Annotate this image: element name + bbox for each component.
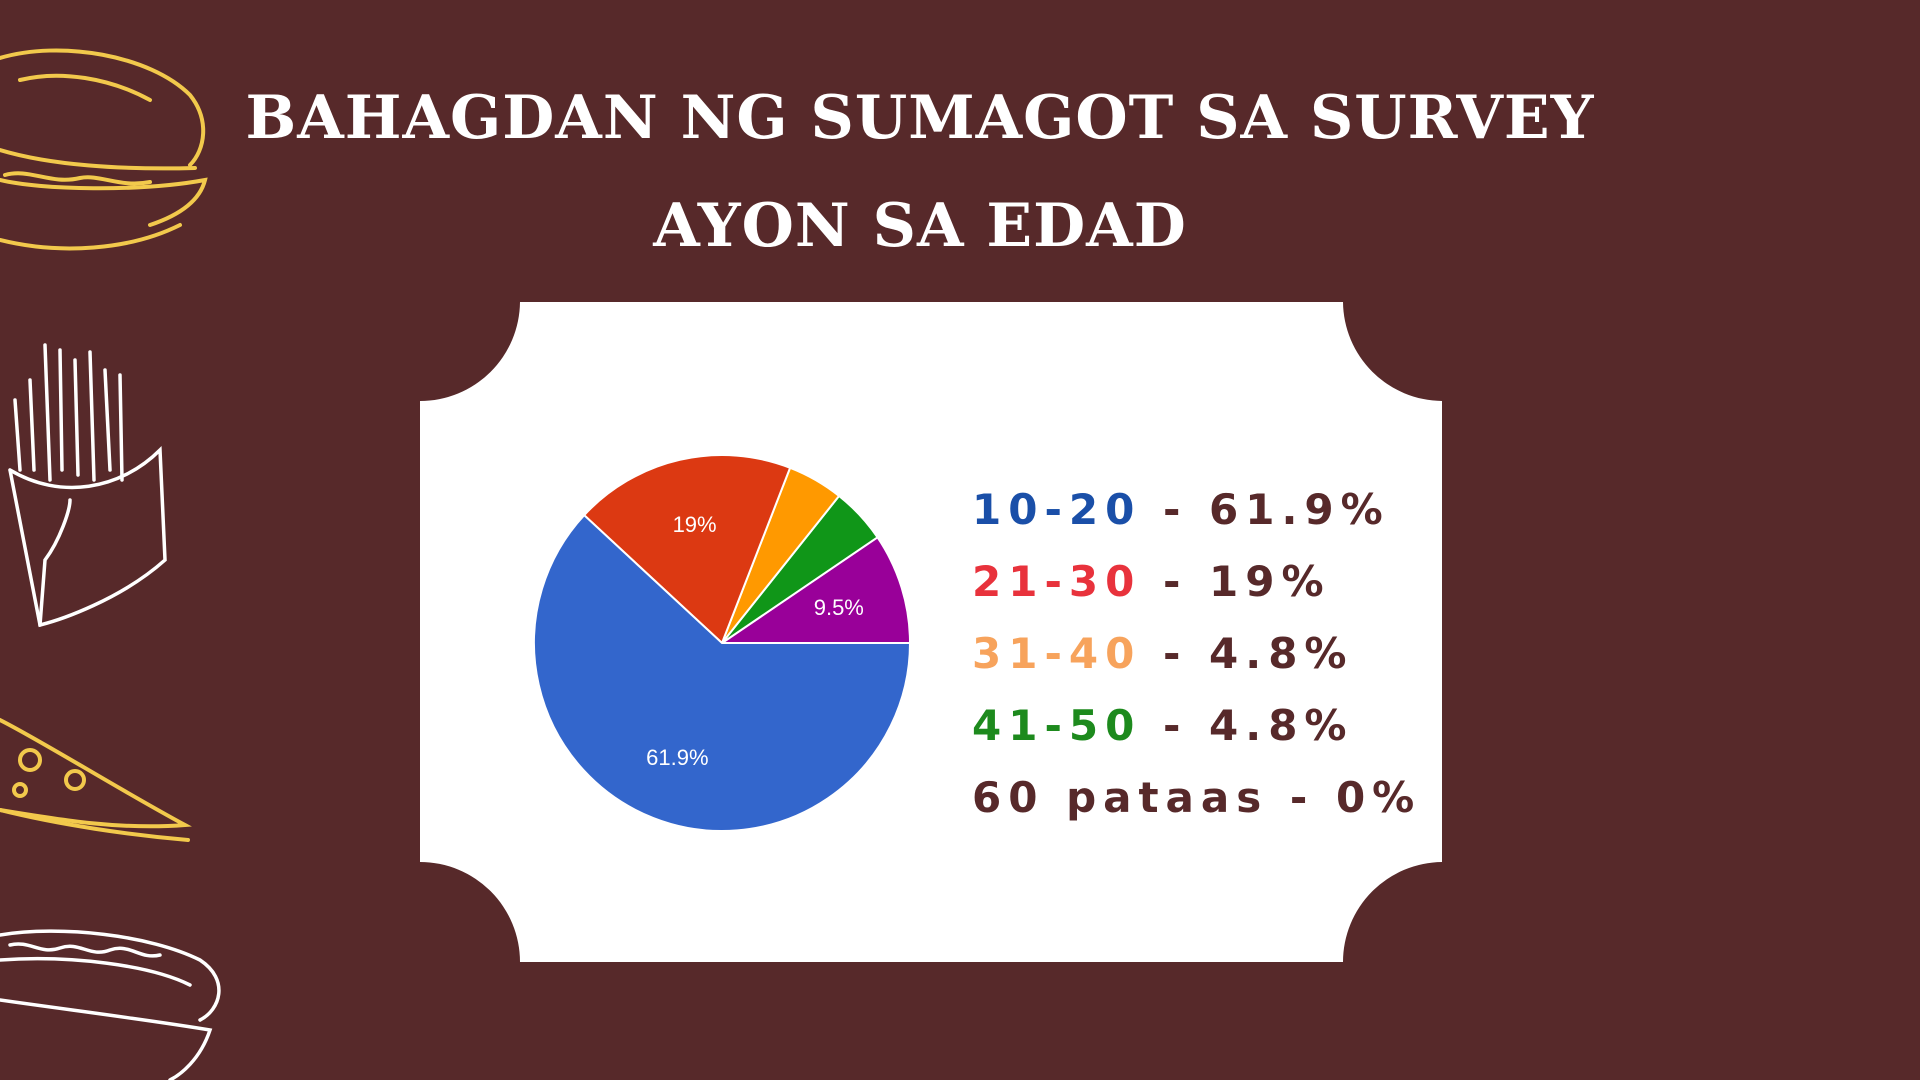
legend-separator: - <box>1141 557 1210 606</box>
food-doodles <box>0 48 221 1080</box>
legend-percent: 61.9% <box>1209 485 1390 534</box>
legend-separator: - <box>1268 773 1336 822</box>
legend-row-10-20: 10-20 - 61.9% <box>972 474 1421 546</box>
legend-percent: 4.8% <box>1209 629 1354 678</box>
legend-range: 60 pataas <box>972 773 1269 822</box>
fries-icon <box>8 343 167 628</box>
pie-data-label: 9.5% <box>814 595 864 620</box>
legend-percent: 19% <box>1209 557 1331 606</box>
page-title-line-1: BAHAGDAN NG SUMAGOT SA SURVEY <box>245 83 1595 153</box>
legend-row-31-40: 31-40 - 4.8% <box>972 618 1421 690</box>
legend-percent: 0% <box>1335 773 1422 822</box>
legend-row-41-50: 41-50 - 4.8% <box>972 690 1421 762</box>
pie-data-label: 61.9% <box>646 745 708 770</box>
legend-percent: 4.8% <box>1209 701 1354 750</box>
legend-range: 31-40 <box>972 629 1142 678</box>
legend-row-21-30: 21-30 - 19% <box>972 546 1421 618</box>
pie-slice-60-pataas <box>718 535 912 644</box>
pizza-icon <box>0 718 192 842</box>
legend-range: 21-30 <box>972 557 1142 606</box>
pie-slice-21-30 <box>582 454 792 645</box>
sandwich-icon <box>0 48 208 251</box>
pie-slice-10-20 <box>533 513 912 832</box>
legend-row-60-pataas: 60 pataas - 0% <box>972 762 1421 834</box>
legend-separator: - <box>1141 485 1210 534</box>
legend-separator: - <box>1141 629 1210 678</box>
legend-range: 10-20 <box>972 485 1142 534</box>
pie-data-label: 19% <box>673 512 717 537</box>
legend-separator: - <box>1141 701 1210 750</box>
page-title-line-2: AYON SA EDAD <box>653 191 1187 261</box>
chart-legend: 10-20 - 61.9% 21-30 - 19% 31-40 - 4.8% 4… <box>972 474 1421 834</box>
hotdog-icon <box>0 929 221 1080</box>
legend-range: 41-50 <box>972 701 1142 750</box>
